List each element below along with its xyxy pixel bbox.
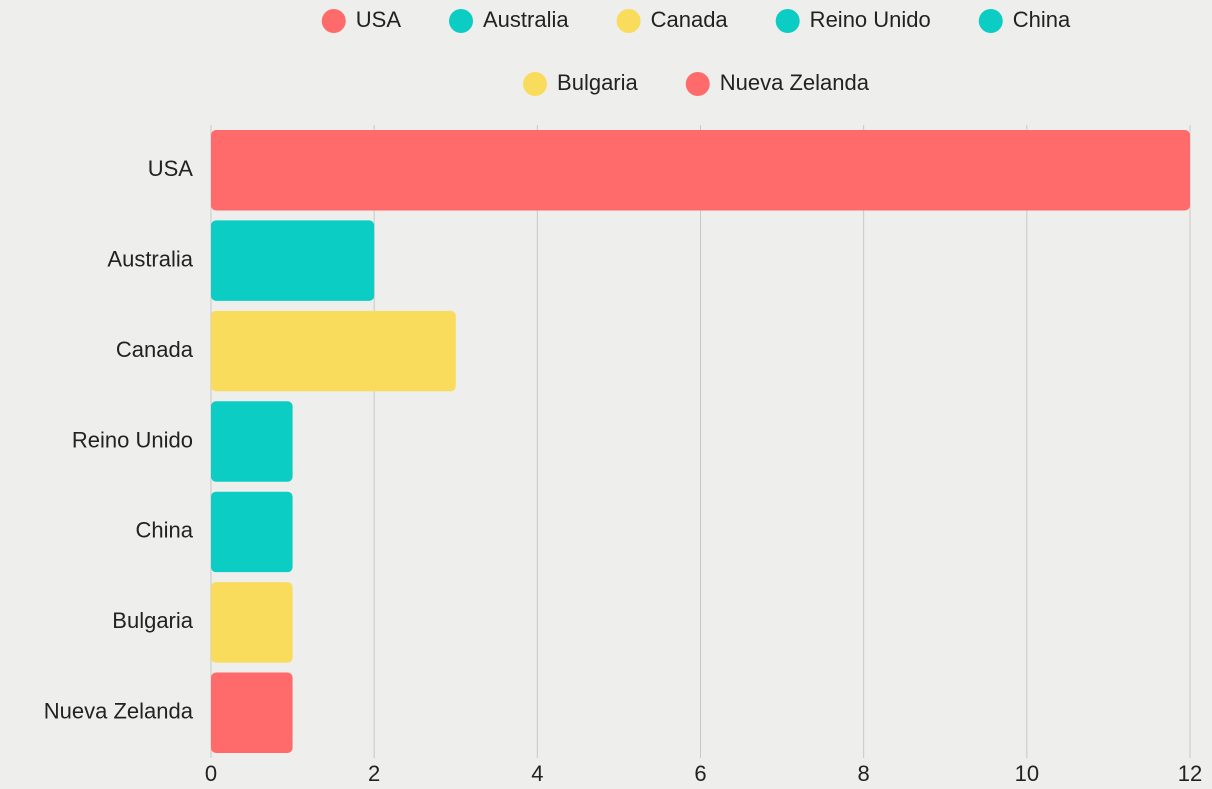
legend-marker xyxy=(523,72,548,96)
y-tick-label: China xyxy=(136,518,194,543)
y-tick-label: Nueva Zelanda xyxy=(44,699,194,724)
bar xyxy=(211,582,293,663)
x-tick-label: 6 xyxy=(694,761,706,786)
legend-label: Canada xyxy=(651,7,729,32)
x-tick-label: 12 xyxy=(1178,761,1202,786)
legend-item: Nueva Zelanda xyxy=(685,70,870,96)
legend-label: Nueva Zelanda xyxy=(720,70,870,95)
legend-label: China xyxy=(1013,7,1071,32)
y-tick-label: Australia xyxy=(107,246,193,271)
legend-marker xyxy=(321,9,346,33)
legend-label: Bulgaria xyxy=(557,70,638,95)
legend-item: Bulgaria xyxy=(523,70,639,96)
legend-label: USA xyxy=(356,7,402,32)
x-tick-label: 10 xyxy=(1015,761,1039,786)
legend-label: Australia xyxy=(483,7,569,32)
x-tick-label: 0 xyxy=(205,761,217,786)
y-tick-label: Bulgaria xyxy=(112,608,193,633)
legend-marker xyxy=(449,9,474,33)
legend: USA Australia Canada Reino Unido China Bulgar… xyxy=(321,7,1071,96)
legend-marker xyxy=(775,9,800,33)
y-tick-label: Reino Unido xyxy=(72,427,193,452)
bar xyxy=(211,310,456,392)
x-tick-label: 8 xyxy=(858,761,870,786)
grid: 0 2 4 6 8 10 12 xyxy=(205,125,1202,786)
x-tick-label: 4 xyxy=(531,761,543,786)
legend-marker xyxy=(685,72,710,96)
bar xyxy=(211,220,375,301)
bar xyxy=(211,491,293,573)
bar xyxy=(211,129,1190,211)
legend-marker xyxy=(978,9,1003,33)
legend-item: Australia xyxy=(449,7,569,33)
bar xyxy=(211,672,293,754)
legend-item: Canada xyxy=(616,7,729,33)
bars: USA Australia Canada Reino Unido China Bulgar… xyxy=(44,129,1190,754)
legend-item: China xyxy=(978,7,1071,33)
legend-item: USA xyxy=(321,7,402,33)
y-tick-label: USA xyxy=(148,156,194,181)
legend-label: Reino Unido xyxy=(810,7,931,32)
y-tick-label: Canada xyxy=(116,337,194,362)
bar xyxy=(211,401,293,482)
legend-marker xyxy=(616,9,641,33)
x-tick-label: 2 xyxy=(368,761,380,786)
legend-item: Reino Unido xyxy=(775,7,931,33)
